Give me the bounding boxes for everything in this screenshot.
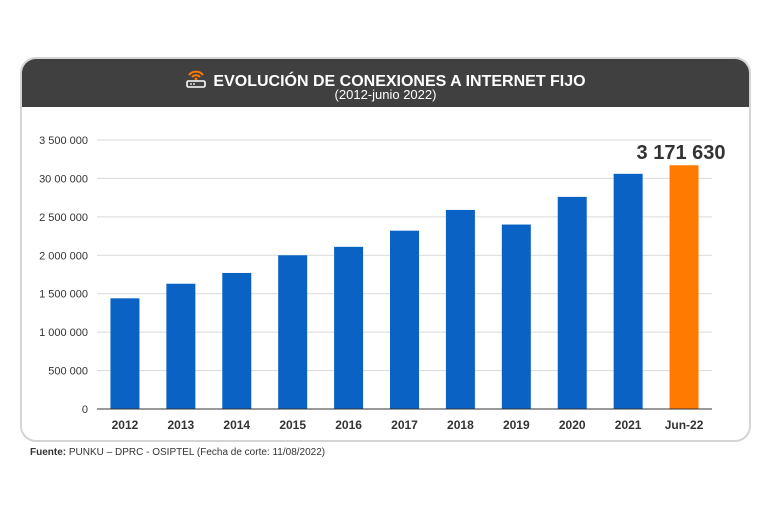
x-tick-label: 2016 — [335, 418, 362, 432]
y-tick-label: 1 500 000 — [39, 289, 88, 301]
source-note: Fuente: PUNKU – DPRC - OSIPTEL (Fecha de… — [30, 447, 325, 458]
bar-2018 — [445, 209, 475, 409]
y-axis-labels: 0 500 000 1 000 000 1 500 000 2 000 000 2 500… — [39, 135, 88, 416]
bar-2017 — [390, 230, 419, 409]
chart-subtitle: (2012-junio 2022) — [334, 87, 437, 102]
source-label: Fuente: — [30, 447, 67, 458]
x-tick-label: 2017 — [391, 418, 418, 432]
bar-2016 — [334, 246, 364, 409]
x-axis-labels: 2012 2013 2014 2015 2016 2017 2018 2019 2020 2021… — [112, 418, 704, 432]
x-tick-label: 2012 — [112, 418, 139, 432]
bar-2012 — [110, 298, 140, 409]
x-tick-label: 2019 — [503, 418, 530, 432]
x-tick-label: 2015 — [279, 418, 306, 432]
x-tick-label: 2020 — [559, 418, 586, 432]
x-tick-label: 2021 — [615, 418, 642, 432]
bar-2021 — [613, 173, 643, 409]
y-tick-label: 2 000 000 — [39, 250, 88, 262]
bar-2020 — [557, 196, 587, 409]
y-tick-label: 0 — [82, 404, 88, 416]
y-tick-label: 2 500 000 — [39, 212, 88, 224]
highlight-value-label: 3 171 630 — [637, 142, 726, 164]
chart-title: EVOLUCIÓN DE CONEXIONES A INTERNET FIJO — [213, 73, 586, 90]
chart-title-row: EVOLUCIÓN DE CONEXIONES A INTERNET FIJO — [22, 67, 749, 91]
y-tick-label: 1 000 000 — [39, 327, 88, 339]
y-tick-label: 500 000 — [48, 366, 88, 378]
source-text: PUNKU – DPRC - OSIPTEL (Fecha de corte: … — [68, 447, 326, 458]
bar-2013 — [166, 283, 196, 409]
bar-2014 — [222, 272, 252, 409]
chart-header: EVOLUCIÓN DE CONEXIONES A INTERNET FIJO … — [22, 59, 749, 107]
x-tick-label: 2018 — [447, 418, 474, 432]
x-tick-label: 2014 — [223, 418, 250, 432]
y-tick-label: 30 00 000 — [39, 173, 88, 185]
bar-Jun-22 — [669, 165, 699, 409]
bar-2015 — [278, 255, 308, 409]
x-tick-label: 2013 — [168, 418, 195, 432]
y-tick-label: 3 500 000 — [39, 135, 88, 147]
chart-bars — [110, 165, 699, 409]
wifi-router-icon — [186, 70, 207, 88]
bar-2019 — [501, 224, 531, 409]
x-tick-label: Jun-22 — [665, 418, 704, 432]
